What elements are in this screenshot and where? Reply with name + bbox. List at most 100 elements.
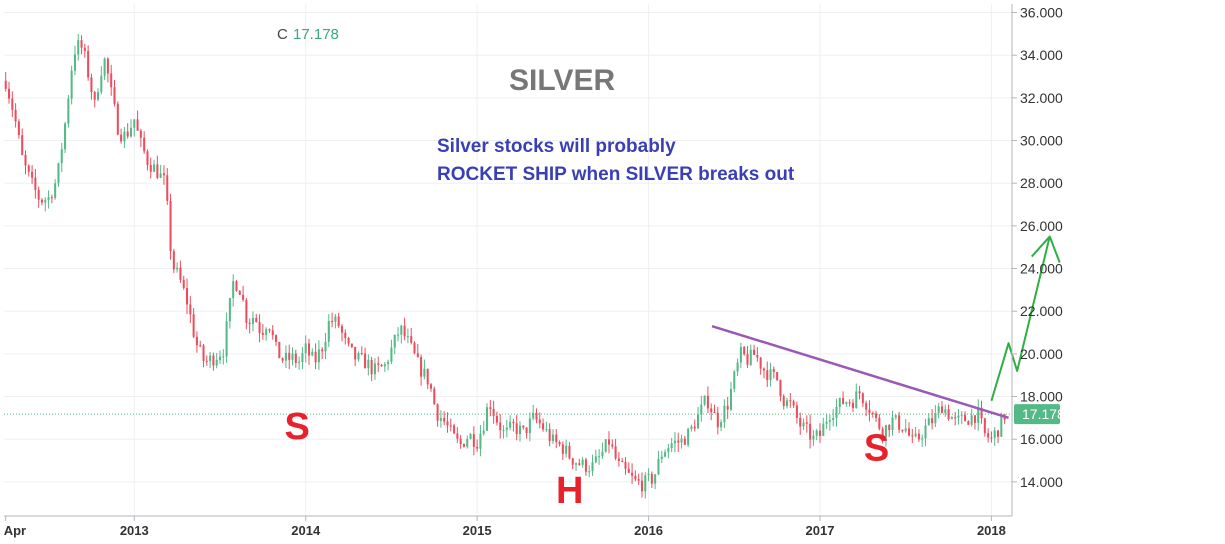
candle-body — [911, 435, 914, 437]
candle-body — [149, 164, 152, 172]
candle-body — [380, 364, 383, 367]
candle — [11, 91, 14, 118]
candle-body — [917, 433, 920, 440]
candle-body — [868, 409, 871, 413]
candles — [4, 34, 1006, 499]
candle-body — [400, 325, 403, 335]
candle-body — [990, 437, 993, 439]
candle — [578, 458, 581, 466]
candle — [637, 473, 640, 485]
candle — [868, 400, 871, 422]
candle — [304, 335, 307, 363]
candle — [113, 79, 116, 107]
candle-body — [377, 363, 380, 365]
candle — [281, 357, 284, 363]
y-tick-label: 18.000 — [1020, 389, 1063, 405]
candle — [749, 344, 752, 367]
candle-body — [518, 425, 522, 435]
candle — [657, 450, 660, 476]
candle-body — [756, 354, 759, 358]
candle-body — [607, 439, 611, 445]
candle — [861, 392, 864, 408]
candle — [753, 344, 756, 356]
candle — [255, 313, 258, 323]
candle — [186, 278, 189, 315]
candle-body — [660, 456, 663, 459]
candle — [762, 367, 765, 379]
candle — [344, 329, 347, 345]
candle — [884, 424, 887, 447]
candle-body — [479, 433, 482, 449]
candle-body — [439, 418, 442, 421]
candle-body — [11, 98, 14, 110]
candle-body — [594, 456, 597, 463]
candle — [888, 424, 891, 438]
candle — [723, 399, 726, 429]
candle — [199, 340, 202, 348]
candle — [644, 472, 647, 499]
annotation-line-1: Silver stocks will probably — [437, 136, 676, 157]
candle-body — [604, 439, 607, 452]
candle — [373, 358, 376, 380]
candle-body — [601, 451, 604, 457]
candle-body — [637, 479, 640, 481]
candle — [393, 334, 396, 355]
candle-body — [370, 360, 373, 375]
candle — [650, 471, 653, 488]
candle — [242, 285, 245, 302]
candle — [403, 317, 406, 341]
candle — [502, 425, 505, 439]
candle — [809, 414, 812, 449]
candle-body — [271, 330, 274, 336]
candle — [364, 347, 367, 369]
candle — [60, 142, 63, 173]
candle-body — [120, 134, 123, 142]
candle-body — [512, 421, 515, 424]
candle-body — [611, 444, 614, 447]
candle-body — [838, 398, 841, 407]
candle-body — [542, 423, 545, 430]
candle — [940, 401, 943, 414]
y-tick-label: 34.000 — [1020, 47, 1063, 63]
candle-body — [723, 405, 726, 423]
candle-body — [446, 421, 449, 426]
candle — [535, 408, 538, 424]
candle — [799, 412, 802, 435]
candle — [284, 345, 287, 369]
candle — [542, 418, 545, 432]
candle — [40, 198, 43, 206]
candle — [670, 438, 673, 453]
candle — [607, 431, 611, 454]
candle-body — [495, 415, 498, 423]
candle-body — [700, 404, 703, 415]
candle — [640, 472, 643, 498]
candle-body — [337, 316, 340, 327]
candle — [532, 404, 535, 421]
candle — [894, 414, 897, 420]
candle — [360, 346, 363, 356]
candle — [673, 432, 676, 453]
candle-body — [578, 463, 581, 465]
candle-body — [139, 130, 142, 138]
candle-body — [786, 400, 789, 407]
candle — [64, 121, 67, 154]
candle — [842, 391, 845, 405]
candle-body — [983, 418, 986, 434]
candle-body — [14, 109, 17, 122]
candle — [70, 65, 73, 105]
candle — [525, 427, 528, 439]
candle-body — [687, 428, 690, 445]
candle — [83, 43, 86, 58]
candle-body — [245, 299, 248, 323]
candle — [931, 409, 934, 430]
candle-body — [373, 363, 376, 375]
candle-body — [964, 414, 967, 422]
candle — [172, 248, 175, 274]
candle — [881, 426, 884, 444]
candle-body — [499, 422, 502, 431]
candle — [680, 434, 683, 449]
candle — [492, 400, 495, 424]
candle — [235, 279, 238, 292]
candle-body — [647, 473, 650, 476]
candle-body — [901, 429, 904, 432]
